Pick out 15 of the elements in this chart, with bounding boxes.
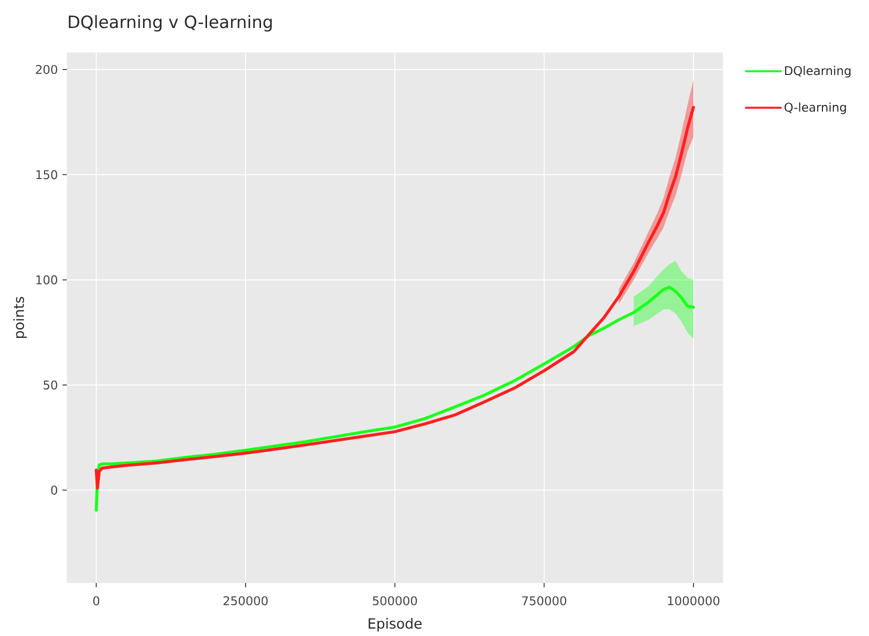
y-tick-label: 150 <box>36 170 58 180</box>
y-tick-label: 100 <box>36 275 58 284</box>
x-tick-label: 250000 <box>224 596 268 606</box>
y-axis-title: points <box>13 296 27 338</box>
y-tick-label: 50 <box>44 380 58 390</box>
y-tick-label: 0 <box>51 486 58 495</box>
chart-title: DQlearning v Q-learning <box>68 15 272 32</box>
legend-label: Q-learning <box>784 102 846 114</box>
legend-label: DQlearning <box>785 66 850 78</box>
x-tick-label: 500000 <box>372 596 417 606</box>
x-tick-label: 750000 <box>522 596 566 606</box>
x-axis-title: Episode <box>368 618 422 632</box>
y-tick-label: 200 <box>36 64 58 74</box>
x-tick-label: 0 <box>93 596 100 606</box>
x-tick-label: 1000000 <box>668 596 720 606</box>
